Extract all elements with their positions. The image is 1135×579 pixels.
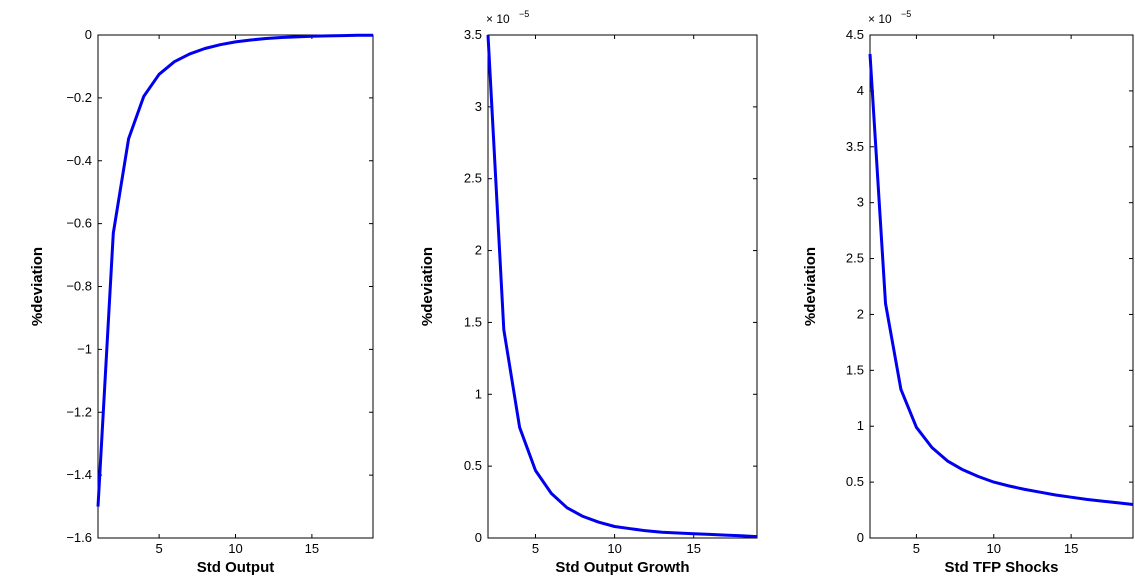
x-axis-label: Std TFP Shocks xyxy=(945,559,1059,576)
y-tick-label: −1.2 xyxy=(66,404,92,419)
y-tick-label: 3.5 xyxy=(464,27,482,42)
x-tick-label: 10 xyxy=(987,541,1001,556)
y-axis-label: %deviation xyxy=(29,247,46,326)
y-tick-label: 0 xyxy=(85,27,92,42)
y-tick-label: 4.5 xyxy=(846,27,864,42)
y-tick-label: 3.5 xyxy=(846,139,864,154)
y-tick-label: 0 xyxy=(475,530,482,545)
chart-panel-3: 0 0.5 1 1.5 2 2.5 3 3.5 4 4.5 5 10 15 Std TFP Shocks%… xyxy=(802,9,1134,576)
y-exponent-label: × 10 xyxy=(868,12,892,26)
y-tick-label: −0.2 xyxy=(66,90,92,105)
y-tick-label: −0.4 xyxy=(66,153,92,168)
x-tick-label: 10 xyxy=(228,541,242,556)
y-tick-label: 1 xyxy=(475,386,482,401)
y-tick-label: 1.5 xyxy=(464,314,482,329)
y-tick-label: 1.5 xyxy=(846,362,864,377)
y-tick-label: −0.8 xyxy=(66,279,92,294)
y-tick-label: −0.6 xyxy=(66,216,92,231)
y-exponent-power: −5 xyxy=(519,9,529,19)
x-axis-label: Std Output xyxy=(197,559,274,576)
x-tick-label: 15 xyxy=(305,541,319,556)
y-tick-label: 2.5 xyxy=(846,251,864,266)
y-tick-label: 0.5 xyxy=(464,458,482,473)
series-line-1 xyxy=(96,33,374,507)
x-tick-label: 5 xyxy=(913,541,920,556)
y-tick-label: −1 xyxy=(77,341,92,356)
y-axis-label: %deviation xyxy=(802,247,819,326)
x-axis-label: Std Output Growth xyxy=(555,559,689,576)
plot-frame xyxy=(869,34,1134,539)
y-tick-label: 1 xyxy=(857,418,864,433)
y-tick-label: 3 xyxy=(475,99,482,114)
y-exponent-power: −5 xyxy=(901,9,911,19)
series-line-1 xyxy=(868,53,1134,506)
y-tick-label: 2.5 xyxy=(464,171,482,186)
chart-panel-2: 0 0.5 1 1.5 2 2.5 3 3.5 5 10 15 Std Output Growth %d… xyxy=(419,9,758,576)
y-axis-label: %deviation xyxy=(419,247,436,326)
y-tick-label: −1.6 xyxy=(66,530,92,545)
x-tick-label: 5 xyxy=(532,541,539,556)
series-line-1 xyxy=(486,34,758,539)
x-tick-label: 15 xyxy=(1064,541,1078,556)
x-tick-label: 15 xyxy=(686,541,700,556)
y-tick-label: −1.4 xyxy=(66,467,92,482)
y-tick-label: 0.5 xyxy=(846,474,864,489)
x-tick-label: 5 xyxy=(155,541,162,556)
y-tick-label: 0 xyxy=(857,530,864,545)
plot-frame xyxy=(487,34,758,539)
y-tick-label: 2 xyxy=(475,243,482,258)
chart-panel-1: 0 −0.2 −0.4 −0.6 −0.8 −1 −1.2 −1.4 −1.6 5 10 15 Std … xyxy=(29,27,374,576)
y-tick-label: 2 xyxy=(857,306,864,321)
y-tick-label: 4 xyxy=(857,83,864,98)
y-tick-label: 3 xyxy=(857,195,864,210)
x-tick-label: 10 xyxy=(607,541,621,556)
y-exponent-label: × 10 xyxy=(486,12,510,26)
